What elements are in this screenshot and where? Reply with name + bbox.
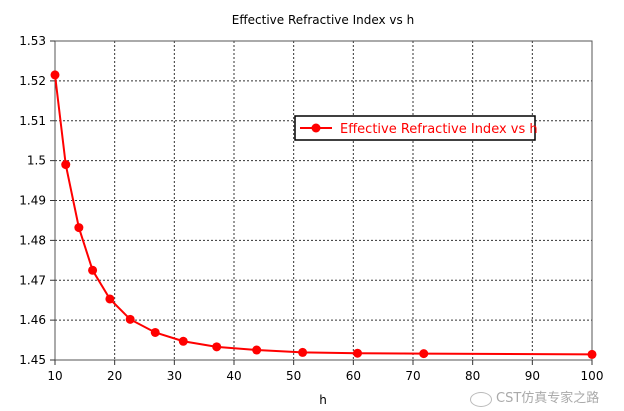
data-point (212, 342, 222, 352)
axis-ticks: 10 20 30 40 50 60 70 80 90 100 1.45 1.46 1.47 1.48 1.4… (19, 34, 603, 383)
data-point (88, 265, 98, 275)
y-tick-label: 1.52 (19, 74, 46, 88)
x-tick-label: 30 (167, 369, 182, 383)
y-tick-label: 1.48 (19, 233, 46, 247)
x-axis-label: h (319, 393, 327, 407)
x-tick-label: 50 (286, 369, 301, 383)
data-point (74, 223, 84, 233)
data-point (150, 327, 160, 337)
wechat-icon (470, 391, 492, 407)
watermark: CST仿真专家之路 (470, 391, 599, 407)
y-tick-label: 1.53 (19, 34, 46, 48)
x-tick-label: 90 (525, 369, 540, 383)
data-point (353, 348, 363, 358)
y-tick-label: 1.46 (19, 313, 46, 327)
x-tick-label: 10 (47, 369, 62, 383)
data-point (125, 314, 135, 324)
legend-box (294, 115, 536, 141)
watermark-text: CST仿真专家之路 (496, 391, 600, 406)
grid (55, 41, 592, 360)
data-point (61, 160, 71, 170)
data-point (252, 345, 262, 355)
x-tick-label: 100 (581, 369, 604, 383)
data-point (298, 347, 308, 357)
x-tick-label: 60 (346, 369, 361, 383)
legend-marker (311, 123, 321, 133)
x-tick-label: 80 (465, 369, 480, 383)
legend-label: Effective Refractive Index vs h (340, 122, 538, 137)
y-tick-label: 1.5 (27, 154, 46, 168)
legend[interactable]: Effective Refractive Index vs h (294, 115, 538, 141)
y-tick-label: 1.45 (19, 353, 46, 367)
x-tick-label: 70 (405, 369, 420, 383)
series-line (54, 74, 593, 356)
x-tick-label: 40 (226, 369, 241, 383)
y-tick-label: 1.51 (19, 114, 46, 128)
data-point (587, 349, 597, 359)
y-tick-label: 1.49 (19, 194, 46, 208)
series (50, 70, 597, 359)
y-tick-label: 1.47 (19, 273, 46, 287)
data-point (105, 294, 115, 304)
data-point (50, 70, 60, 80)
x-tick-label: 20 (107, 369, 122, 383)
data-point (419, 349, 429, 359)
data-point (178, 336, 188, 346)
chart-title: Effective Refractive Index vs h (232, 13, 414, 27)
